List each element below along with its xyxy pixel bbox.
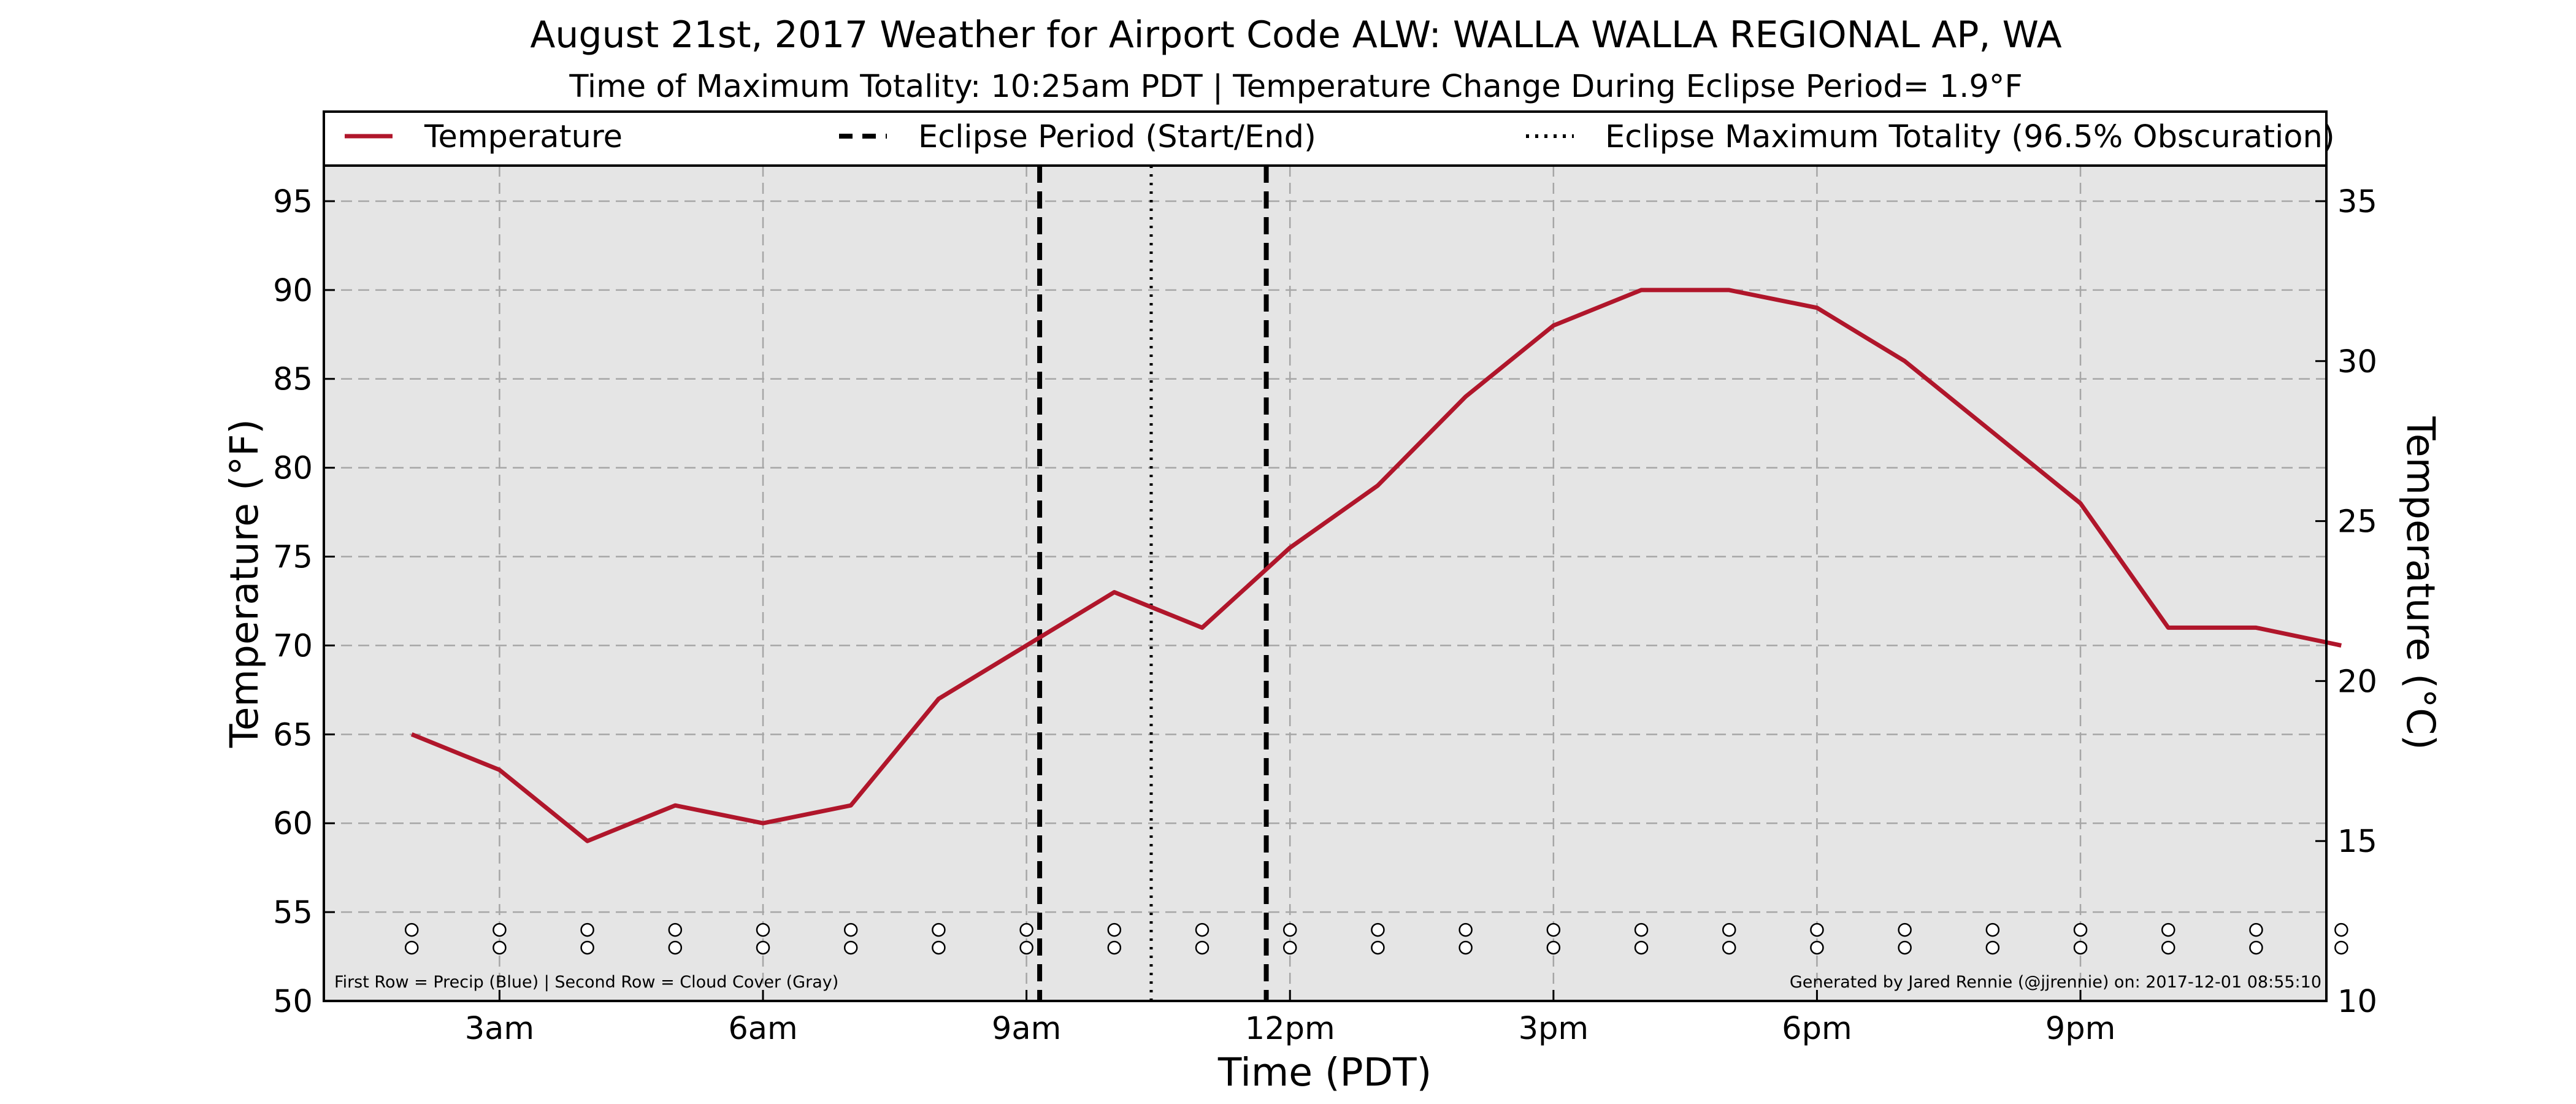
- cloud-marker: [493, 940, 507, 955]
- cloud-marker: [932, 940, 946, 955]
- temperature-line: [410, 288, 2342, 843]
- y-tick-label: 95: [273, 184, 313, 220]
- y-tick-label: 90: [273, 273, 313, 309]
- cloud-marker: [1195, 940, 1209, 955]
- precip-marker: [1282, 922, 1297, 937]
- precip-marker: [2073, 922, 2088, 937]
- legend-eclipse-period-label: Eclipse Period (Start/End): [918, 119, 1316, 155]
- cloud-marker: [2249, 940, 2263, 955]
- y2-tick-label: 35: [2337, 184, 2377, 220]
- precip-marker: [1634, 922, 1649, 937]
- cloud-marker: [1459, 940, 1473, 955]
- cloud-marker: [1546, 940, 1561, 955]
- precip-marker: [404, 922, 419, 937]
- cloud-marker: [1722, 940, 1736, 955]
- legend-eclipse-max-label: Eclipse Maximum Totality (96.5% Obscurat…: [1605, 119, 2335, 155]
- cloud-marker: [1282, 940, 1297, 955]
- precip-marker: [2161, 922, 2175, 937]
- x-tick-label: 6pm: [1782, 1011, 1852, 1047]
- cloud-marker: [756, 940, 770, 955]
- x-tick-label: 12pm: [1245, 1011, 1335, 1047]
- x-tick-label: 6am: [728, 1011, 797, 1047]
- marker-rows: [404, 922, 2348, 955]
- chart-subtitle: Time of Maximum Totality: 10:25am PDT | …: [569, 69, 2022, 105]
- precip-marker: [1107, 922, 1122, 937]
- y-tick-label: 55: [273, 895, 313, 931]
- cloud-marker: [843, 940, 858, 955]
- precip-marker: [2334, 922, 2348, 937]
- series-layer: [410, 288, 2342, 843]
- y-tick-label: 60: [273, 806, 313, 842]
- y-tick-label: 50: [273, 984, 313, 1020]
- y-tick-label: 70: [273, 628, 313, 664]
- cloud-marker: [1810, 940, 1824, 955]
- precip-marker: [493, 922, 507, 937]
- footnote-right: Generated by Jared Rennie (@jjrennie) on…: [1790, 973, 2321, 992]
- precip-marker: [580, 922, 594, 937]
- precip-marker: [1195, 922, 1209, 937]
- legend-frame: [323, 110, 2328, 167]
- x-axis-label: Time (PDT): [1217, 1050, 1432, 1095]
- x-tick-label: 3pm: [1519, 1011, 1589, 1047]
- precip-marker: [1985, 922, 2000, 937]
- cloud-marker: [1634, 940, 1649, 955]
- precip-marker: [2249, 922, 2263, 937]
- precip-marker: [756, 922, 770, 937]
- precip-marker: [1546, 922, 1561, 937]
- y2-axis-label: Temperature (°C): [2398, 416, 2443, 750]
- cloud-marker: [404, 940, 419, 955]
- precip-marker: [668, 922, 683, 937]
- y-tick-label: 80: [273, 451, 313, 487]
- cloud-marker: [1371, 940, 1385, 955]
- cloud-marker: [1898, 940, 1912, 955]
- cloud-marker: [2334, 940, 2348, 955]
- legend-temperature-label: Temperature: [424, 119, 623, 155]
- y2-tick-label: 15: [2337, 824, 2377, 860]
- grid: [324, 166, 2326, 1001]
- cloud-marker: [2161, 940, 2175, 955]
- y-tick-label: 85: [273, 362, 313, 398]
- y2-tick-label: 20: [2337, 664, 2377, 700]
- precip-marker: [932, 922, 946, 937]
- precip-marker: [1459, 922, 1473, 937]
- precip-marker: [843, 922, 858, 937]
- y-axis-label: Temperature (°F): [222, 419, 267, 748]
- legend: Temperature Eclipse Period (Start/End) E…: [323, 110, 2335, 167]
- y2-tick-label: 30: [2337, 344, 2377, 380]
- eclipse-lines: [1037, 166, 1269, 1001]
- cloud-marker: [668, 940, 683, 955]
- cloud-marker: [1107, 940, 1122, 955]
- x-tick-label: 9pm: [2045, 1011, 2116, 1047]
- cloud-marker: [580, 940, 594, 955]
- axis-ticks: 50 55 60 65 70 75 80 85 90 95 3am 6am 9am 12pm 3pm 6pm 9…: [273, 184, 2377, 1047]
- x-tick-label: 9am: [992, 1011, 1061, 1047]
- chart-title: August 21st, 2017 Weather for Airport Co…: [530, 13, 2061, 56]
- y-tick-label: 65: [273, 717, 313, 753]
- y2-tick-label: 10: [2337, 984, 2377, 1020]
- precip-marker: [1810, 922, 1824, 937]
- precip-marker: [1898, 922, 1912, 937]
- y-tick-label: 75: [273, 540, 313, 576]
- x-tick-label: 3am: [465, 1011, 534, 1047]
- precip-marker: [1019, 922, 1033, 937]
- precip-marker: [1722, 922, 1736, 937]
- cloud-marker: [2073, 940, 2088, 955]
- plot-area: [324, 166, 2326, 1001]
- cloud-marker: [1985, 940, 2000, 955]
- cloud-marker: [1019, 940, 1033, 955]
- precip-marker: [1371, 922, 1385, 937]
- y2-tick-label: 25: [2337, 504, 2377, 540]
- footnote-left: First Row = Precip (Blue) | Second Row =…: [334, 973, 838, 992]
